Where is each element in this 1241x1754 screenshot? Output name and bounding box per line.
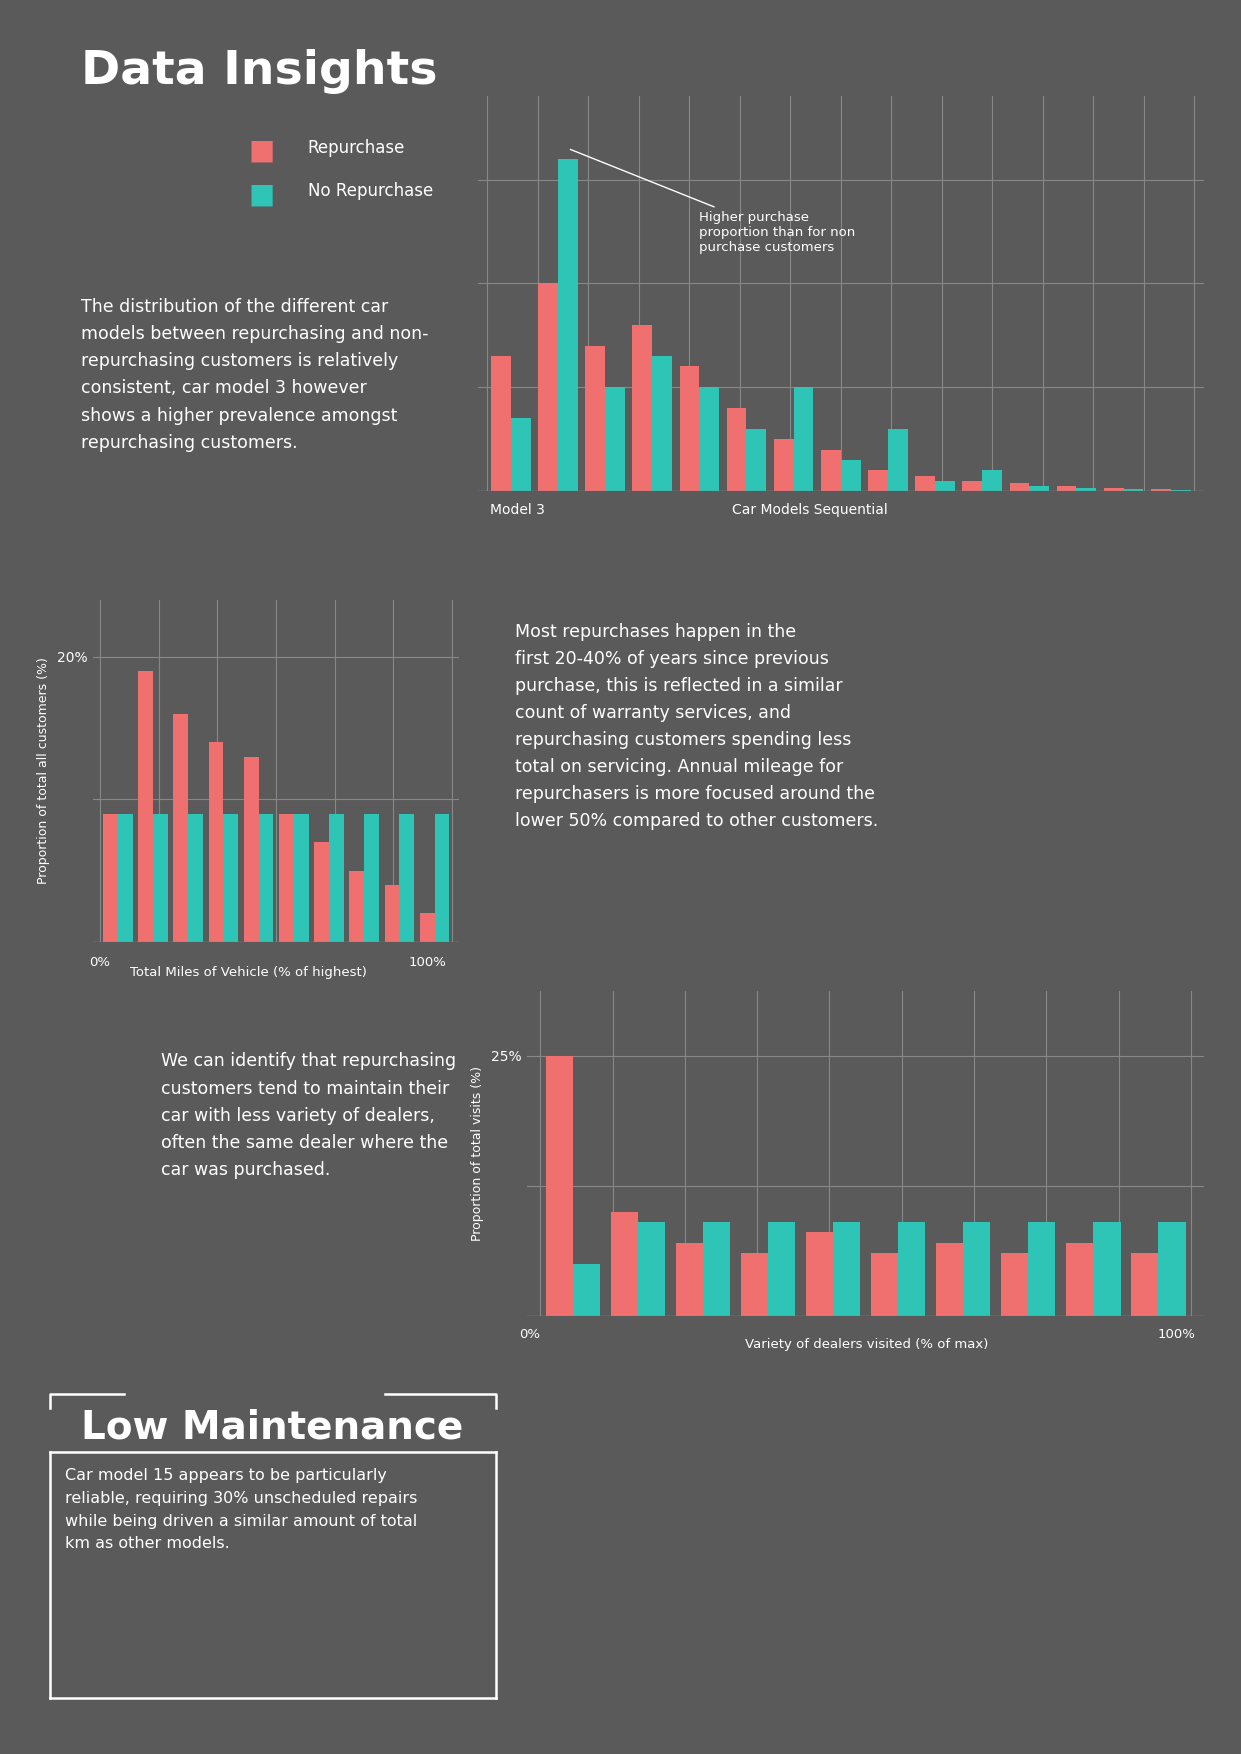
Text: ■: ■ bbox=[248, 137, 274, 165]
Bar bbox=[243, 756, 258, 942]
Bar bbox=[702, 1223, 730, 1316]
Text: The distribution of the different car
models between repurchasing and non-
repur: The distribution of the different car mo… bbox=[81, 298, 428, 453]
Y-axis label: Proportion of total visits (%): Proportion of total visits (%) bbox=[472, 1066, 484, 1240]
Bar bbox=[606, 388, 625, 491]
Bar bbox=[898, 1223, 926, 1316]
Bar bbox=[653, 356, 673, 491]
Bar bbox=[208, 742, 223, 942]
Text: Higher purchase
proportion than for non
purchase customers: Higher purchase proportion than for non … bbox=[571, 149, 855, 254]
Text: Total Miles of Vehicle (% of highest): Total Miles of Vehicle (% of highest) bbox=[130, 966, 367, 979]
Bar bbox=[768, 1223, 795, 1316]
Bar bbox=[611, 1212, 638, 1316]
Bar bbox=[1029, 486, 1049, 491]
Bar bbox=[887, 428, 907, 491]
Bar bbox=[1093, 1223, 1121, 1316]
Bar bbox=[223, 814, 238, 942]
Bar bbox=[419, 914, 434, 942]
Bar bbox=[982, 470, 1001, 491]
Bar bbox=[329, 814, 344, 942]
Bar bbox=[573, 1263, 601, 1316]
Text: Data Insights: Data Insights bbox=[81, 49, 437, 95]
Bar bbox=[153, 814, 168, 942]
Bar bbox=[638, 1223, 665, 1316]
Bar bbox=[586, 346, 606, 491]
Bar bbox=[558, 160, 578, 491]
Text: Model 3: Model 3 bbox=[490, 503, 545, 517]
Text: Car model 15 appears to be particularly
reliable, requiring 30% unscheduled repa: Car model 15 appears to be particularly … bbox=[65, 1468, 417, 1552]
Bar bbox=[1066, 1244, 1093, 1316]
Bar bbox=[805, 1233, 833, 1316]
Bar bbox=[138, 672, 153, 942]
Bar bbox=[189, 814, 204, 942]
Bar bbox=[741, 1252, 768, 1316]
Bar bbox=[833, 1223, 860, 1316]
Text: We can identify that repurchasing
customers tend to maintain their
car with less: We can identify that repurchasing custom… bbox=[161, 1052, 457, 1179]
Bar bbox=[841, 460, 860, 491]
Bar bbox=[774, 438, 794, 491]
Bar bbox=[1150, 489, 1170, 491]
Bar bbox=[103, 814, 118, 942]
Bar bbox=[118, 814, 133, 942]
Bar bbox=[539, 284, 558, 491]
Bar bbox=[822, 449, 841, 491]
Bar bbox=[174, 714, 189, 942]
Bar bbox=[727, 409, 747, 491]
Bar bbox=[434, 814, 449, 942]
Bar bbox=[279, 814, 294, 942]
Bar bbox=[633, 324, 653, 491]
Bar bbox=[1103, 488, 1123, 491]
Bar bbox=[258, 814, 273, 942]
Bar bbox=[936, 1244, 963, 1316]
Bar bbox=[869, 470, 887, 491]
Text: 0%: 0% bbox=[89, 956, 110, 968]
Bar bbox=[350, 870, 364, 942]
Text: 100%: 100% bbox=[408, 956, 447, 968]
Bar bbox=[491, 356, 511, 491]
Bar bbox=[934, 481, 954, 491]
Bar bbox=[747, 428, 766, 491]
Bar bbox=[1158, 1223, 1185, 1316]
Bar bbox=[314, 842, 329, 942]
Text: ■: ■ bbox=[248, 181, 274, 209]
Y-axis label: Proportion of total all customers (%): Proportion of total all customers (%) bbox=[37, 658, 50, 884]
Bar bbox=[700, 388, 719, 491]
Bar bbox=[963, 481, 982, 491]
Bar bbox=[680, 367, 700, 491]
Bar bbox=[963, 1223, 990, 1316]
Bar bbox=[1131, 1252, 1158, 1316]
Bar bbox=[1029, 1223, 1056, 1316]
Bar bbox=[511, 419, 531, 491]
Text: Variety of dealers visited (% of max): Variety of dealers visited (% of max) bbox=[745, 1338, 988, 1351]
Bar bbox=[675, 1244, 702, 1316]
Text: Most repurchases happen in the
first 20-40% of years since previous
purchase, th: Most repurchases happen in the first 20-… bbox=[515, 623, 879, 830]
Bar bbox=[385, 884, 400, 942]
Bar bbox=[1123, 489, 1143, 491]
Bar bbox=[794, 388, 813, 491]
Text: No Repurchase: No Repurchase bbox=[308, 182, 433, 200]
Text: 0%: 0% bbox=[519, 1328, 540, 1340]
Bar bbox=[294, 814, 309, 942]
Bar bbox=[871, 1252, 898, 1316]
Bar bbox=[400, 814, 414, 942]
Bar bbox=[1009, 482, 1029, 491]
Text: Car Models Sequential: Car Models Sequential bbox=[732, 503, 889, 517]
Bar bbox=[1076, 488, 1096, 491]
Text: 100%: 100% bbox=[1157, 1328, 1195, 1340]
Text: Low Maintenance: Low Maintenance bbox=[81, 1408, 463, 1447]
Bar bbox=[364, 814, 379, 942]
Bar bbox=[1056, 486, 1076, 491]
Bar bbox=[916, 475, 934, 491]
Text: Repurchase: Repurchase bbox=[308, 139, 405, 156]
Bar bbox=[546, 1056, 573, 1316]
Bar bbox=[1000, 1252, 1029, 1316]
